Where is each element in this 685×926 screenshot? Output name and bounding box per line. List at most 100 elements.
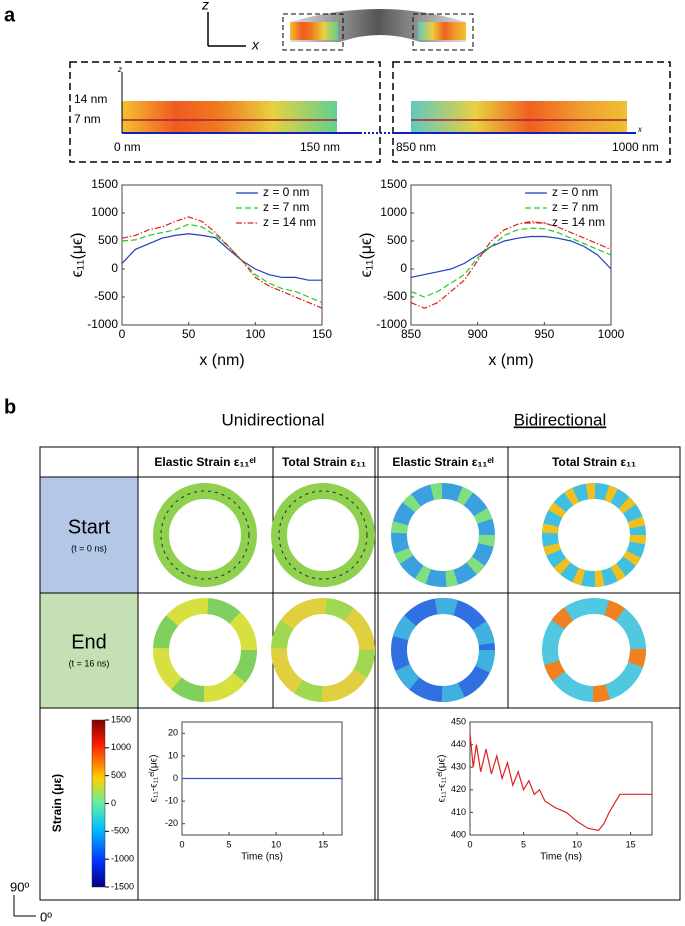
column-header: Total Strain ε₁₁ [282, 455, 366, 469]
x-tick-label: 10 [572, 839, 582, 849]
y-tick-label: 1500 [91, 177, 118, 191]
colorbar-tick-label: -1000 [111, 854, 134, 864]
x-tick-label: 10 [271, 839, 281, 849]
x-axis-label: x (nm) [199, 352, 244, 369]
plot-box [469, 721, 653, 836]
layer-label: 7 nm [74, 112, 101, 126]
colorbar-tick-label: 0 [111, 798, 116, 808]
legend-label: z = 0 nm [552, 185, 598, 199]
y-tick-label: 1000 [91, 205, 118, 219]
axis-label: z [117, 65, 122, 74]
series-line [410, 220, 612, 309]
zoom-box [392, 61, 671, 163]
y-tick-label: 430 [451, 762, 466, 772]
strain-bar [122, 101, 337, 133]
x-tick-label: 900 [468, 327, 488, 341]
segment [418, 22, 466, 40]
panel-label: b [4, 396, 16, 418]
column-header: Total Strain ε₁₁ [552, 455, 636, 469]
row-bg [40, 477, 138, 593]
y-tick-label: 0 [400, 261, 407, 275]
y-axis-label: ϵ₁₁-ϵ₁₁ᵉˡ(μϵ) [437, 755, 448, 803]
segment [290, 22, 338, 40]
y-axis-label: ϵ₁₁(μϵ) [69, 233, 86, 278]
x-tick-label: 150 [312, 327, 332, 341]
legend-label: z = 7 nm [552, 200, 598, 214]
y-tick-label: 10 [168, 750, 178, 760]
row-bg [40, 593, 138, 708]
y-tick-label: 400 [451, 829, 466, 839]
series-line [121, 223, 323, 304]
axis-label: x [251, 37, 260, 53]
orient-label: 0º [40, 909, 52, 924]
zoom-box [69, 61, 381, 163]
x-tick-label: 0 [467, 839, 472, 849]
x-axis-label: x (nm) [488, 352, 533, 369]
legend-label: z = 14 nm [552, 215, 605, 229]
column-header: Elastic Strain ε₁₁ᵉˡ [154, 455, 255, 469]
legend-label: z = 0 nm [263, 185, 309, 199]
series-line [410, 235, 612, 278]
column-header: Elastic Strain ε₁₁ᵉˡ [392, 455, 493, 469]
y-tick-label: 440 [451, 739, 466, 749]
series-line [121, 233, 322, 281]
position-label: 150 nm [300, 140, 340, 154]
x-axis-label: Time (ns) [241, 852, 283, 863]
legend-label: z = 7 nm [263, 200, 309, 214]
y-tick-label: -10 [165, 795, 178, 805]
table-grid [39, 446, 681, 901]
legend-label: z = 14 nm [263, 215, 316, 229]
y-tick-label: -20 [165, 818, 178, 828]
colorbar-tick-label: -1500 [111, 881, 134, 891]
position-label: 850 nm [396, 140, 436, 154]
y-tick-label: 420 [451, 784, 466, 794]
y-tick-label: 500 [387, 233, 407, 247]
x-tick-label: 50 [182, 327, 196, 341]
x-tick-label: 950 [534, 327, 554, 341]
ring-images [153, 483, 646, 702]
position-label: 0 nm [114, 140, 141, 154]
x-tick-label: 1000 [598, 327, 625, 341]
y-tick-label: 1500 [380, 177, 407, 191]
y-axis-label: ϵ₁₁(μϵ) [358, 233, 375, 278]
y-tick-label: -1000 [87, 317, 118, 331]
x-tick-label: 15 [626, 839, 636, 849]
y-axis-label: ϵ₁₁-ϵ₁₁ᵉˡ(μϵ) [149, 755, 160, 803]
x-tick-label: 0 [119, 327, 126, 341]
y-tick-label: 0 [111, 261, 118, 275]
x-tick-label: 5 [227, 839, 232, 849]
series-line [121, 216, 323, 309]
group-title: Bidirectional [514, 410, 607, 429]
layer-label: 14 nm [74, 92, 107, 106]
colorbar-tick-label: 1500 [111, 714, 131, 724]
colorbar-label: Strain (με) [50, 774, 64, 832]
y-tick-label: 20 [168, 728, 178, 738]
row-header: (t = 16 ns) [69, 658, 110, 668]
strain-bar [411, 101, 627, 133]
x-tick-label: 0 [179, 839, 184, 849]
x-axis-label: Time (ns) [540, 852, 582, 863]
x-tick-label: 100 [245, 327, 265, 341]
colorbar [91, 719, 106, 888]
series-line [469, 733, 652, 832]
colorbar-tick-label: 500 [111, 770, 126, 780]
panel-label: a [4, 4, 16, 26]
y-tick-label: -500 [383, 289, 407, 303]
row-header: End [71, 631, 107, 653]
y-tick-label: 0 [173, 773, 178, 783]
colorbar-tick-label: -500 [111, 826, 129, 836]
y-tick-label: 500 [98, 233, 118, 247]
x-tick-label: 15 [318, 839, 328, 849]
y-tick-label: -1000 [376, 317, 407, 331]
axis-label: x [637, 125, 643, 134]
plot-box [121, 184, 323, 326]
y-tick-label: 410 [451, 807, 466, 817]
position-label: 1000 nm [612, 140, 659, 154]
group-title: Unidirectional [222, 410, 325, 429]
axis-label: z [201, 0, 209, 13]
x-tick-label: 5 [521, 839, 526, 849]
colorbar-tick-label: 1000 [111, 742, 131, 752]
row-subheader: (t = 0 ns) [71, 543, 107, 553]
